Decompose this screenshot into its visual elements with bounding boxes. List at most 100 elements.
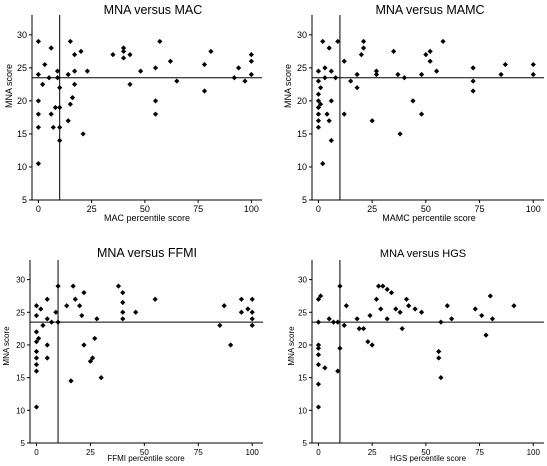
- data-point: [335, 38, 341, 45]
- data-point: [48, 45, 54, 51]
- x-axis-label: MAC percentile score: [104, 213, 190, 223]
- data-point: [317, 85, 324, 91]
- data-point: [248, 52, 254, 58]
- data-point: [120, 55, 127, 61]
- x-tick-label: 100: [526, 204, 541, 214]
- x-tick-label: 0: [316, 448, 321, 457]
- data-point: [337, 345, 343, 351]
- data-point: [502, 61, 508, 68]
- data-point: [412, 306, 418, 312]
- chart-panel-mamc: MNA versus MAMC MNA score MAMC percentil…: [283, 3, 544, 223]
- x-tick-label: 25: [368, 448, 377, 457]
- data-point: [33, 329, 40, 335]
- data-point: [498, 71, 504, 78]
- data-point: [315, 381, 322, 387]
- x-tick-label: 100: [527, 448, 541, 457]
- data-point: [57, 104, 63, 111]
- data-point: [67, 38, 73, 45]
- data-point: [127, 81, 133, 87]
- y-tick-label: 25: [17, 63, 27, 73]
- data-point: [315, 352, 322, 358]
- data-point: [249, 316, 255, 322]
- data-point: [33, 361, 40, 368]
- data-point: [358, 52, 365, 58]
- chart-title: MNA versus FFMI: [97, 246, 197, 260]
- data-point: [79, 312, 85, 319]
- data-point: [53, 309, 59, 315]
- data-point: [33, 404, 40, 410]
- data-point: [335, 319, 341, 325]
- x-tick-label: 50: [421, 448, 430, 457]
- data-point: [133, 309, 139, 315]
- x-axis-label: FFMI percentile score: [107, 454, 185, 463]
- data-point: [470, 88, 476, 94]
- data-point: [315, 342, 322, 348]
- data-point: [33, 303, 40, 309]
- y-tick-label: 20: [17, 96, 27, 106]
- data-point: [315, 68, 322, 74]
- data-point: [44, 296, 50, 302]
- data-point: [427, 48, 433, 54]
- y-axis-label: MNA score: [4, 64, 14, 108]
- data-point: [71, 68, 78, 74]
- data-point: [433, 68, 440, 74]
- data-point: [89, 355, 96, 361]
- data-point: [322, 365, 328, 371]
- data-point: [54, 75, 61, 81]
- y-tick-label: 30: [298, 276, 307, 285]
- data-point: [320, 38, 326, 45]
- data-point: [418, 309, 425, 315]
- data-point: [401, 75, 407, 81]
- data-point: [52, 104, 59, 111]
- data-point: [33, 355, 40, 361]
- data-point: [365, 339, 371, 345]
- data-point: [391, 48, 397, 54]
- data-point: [33, 312, 40, 319]
- chart-panel-hgs: MNA versus HGS MNA score HGS percentile …: [287, 248, 544, 463]
- y-tick-label: 25: [298, 308, 307, 317]
- chart-title: MNA versus MAC: [104, 3, 203, 17]
- data-point: [84, 68, 90, 74]
- data-point: [120, 309, 126, 315]
- data-point: [328, 137, 334, 144]
- data-point: [238, 296, 245, 302]
- data-point: [33, 339, 40, 345]
- data-point: [40, 322, 46, 328]
- data-point: [92, 335, 98, 342]
- data-point: [64, 303, 70, 309]
- data-point: [511, 303, 517, 309]
- data-point: [81, 290, 87, 296]
- data-point: [326, 118, 332, 124]
- y-tick-label: 10: [16, 406, 25, 415]
- x-tick-label: 50: [140, 448, 149, 457]
- data-point: [530, 61, 536, 68]
- data-point: [330, 319, 337, 325]
- x-axis-label: MAMC percentile score: [382, 213, 476, 223]
- y-tick-label: 10: [17, 162, 27, 172]
- data-point: [201, 88, 208, 94]
- data-point: [384, 316, 390, 322]
- y-tick-label: 30: [297, 30, 307, 40]
- data-point: [33, 368, 40, 374]
- data-point: [54, 68, 61, 74]
- data-point: [127, 52, 133, 58]
- data-point: [315, 104, 322, 111]
- data-point: [367, 312, 373, 319]
- data-point: [48, 111, 54, 117]
- data-point: [87, 358, 94, 364]
- data-point: [317, 101, 324, 107]
- data-point: [48, 319, 55, 325]
- data-point: [44, 316, 50, 322]
- data-point: [71, 52, 78, 58]
- data-point: [70, 283, 76, 289]
- data-point: [328, 68, 334, 74]
- y-tick-label: 15: [298, 374, 307, 383]
- y-tick-label: 30: [16, 276, 25, 285]
- data-point: [438, 319, 444, 325]
- data-point: [444, 303, 450, 309]
- x-tick-label: 50: [140, 204, 150, 214]
- data-point: [427, 58, 433, 64]
- data-point: [326, 45, 332, 51]
- y-tick-label: 20: [298, 341, 307, 350]
